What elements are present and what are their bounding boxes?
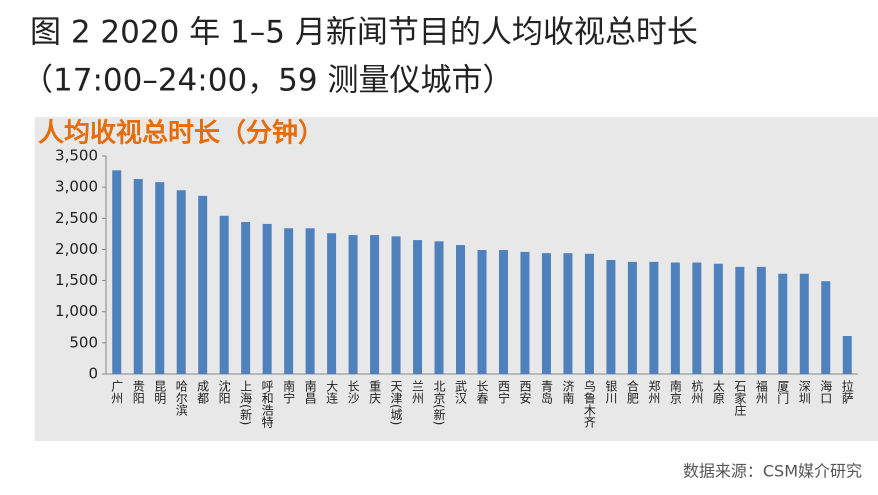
x-tick-label: 呼和浩特 — [260, 380, 274, 428]
bar — [498, 250, 508, 374]
y-tick-label: 2,000 — [55, 240, 98, 258]
x-tick-label: 兰州 — [411, 380, 425, 404]
bar — [477, 250, 487, 374]
x-tick-label: 乌鲁木齐 — [582, 379, 596, 428]
x-tick-label: 合肥 — [625, 379, 639, 404]
bar — [778, 273, 788, 374]
x-tick-label: 西安 — [518, 380, 532, 404]
x-tick-label: 福州 — [754, 379, 768, 404]
x-tick-label: 太原 — [711, 379, 725, 404]
bar — [799, 273, 809, 374]
bar — [606, 260, 616, 374]
bar — [262, 223, 272, 374]
x-tick-label: 成都 — [196, 380, 210, 404]
bar — [584, 253, 594, 374]
y-tick-label: 3,000 — [55, 178, 98, 196]
bar — [370, 235, 380, 374]
x-tick-label: 南宁 — [282, 379, 296, 404]
source: 数据来源：CSM媒介研究 — [683, 462, 862, 481]
x-tick-label: 南京 — [668, 379, 682, 405]
bar — [713, 263, 723, 374]
x-tick-label: 西宁 — [496, 380, 510, 404]
y-tick-label: 0 — [88, 365, 98, 383]
x-tick-label: 北京(新) — [432, 380, 446, 426]
bar — [670, 262, 680, 374]
x-tick-label: 深圳 — [797, 380, 811, 404]
x-tick-label: 济南 — [561, 379, 575, 404]
bar — [692, 262, 702, 374]
x-tick-label: 海口 — [819, 379, 833, 404]
bar — [649, 261, 659, 374]
bar — [284, 228, 294, 374]
y-axis-label: 人均收视总时长（分钟） — [38, 118, 324, 149]
y-tick-label: 500 — [69, 333, 98, 351]
y-tick-label: 2,500 — [55, 209, 98, 227]
bar — [305, 228, 315, 374]
x-tick-label: 沈阳 — [217, 379, 231, 404]
bar — [563, 253, 573, 374]
x-tick-label: 天津(城) — [389, 380, 403, 425]
x-tick-label: 南昌 — [303, 379, 317, 404]
x-tick-label: 石家庄 — [733, 380, 747, 417]
bar — [434, 241, 444, 374]
x-tick-label: 郑州 — [647, 379, 661, 404]
bar — [241, 222, 251, 374]
x-tick-label: 重庆 — [368, 380, 382, 404]
bar — [155, 182, 165, 374]
bar — [842, 336, 852, 374]
bar — [391, 236, 401, 374]
x-tick-label: 拉萨 — [840, 379, 854, 404]
chart-title: 图 2 2020 年 1–5 月新闻节目的人均收视总时长 — [30, 15, 698, 51]
bar — [327, 233, 337, 374]
x-tick-label: 贵阳 — [131, 380, 145, 404]
bar — [219, 215, 229, 374]
x-tick-label: 昆明 — [153, 380, 167, 405]
x-tick-label: 银川 — [604, 380, 618, 404]
x-tick-label: 广州 — [110, 380, 124, 404]
x-tick-label: 上海(新) — [239, 380, 253, 426]
bar — [348, 235, 358, 374]
bar — [112, 170, 122, 374]
x-tick-label: 厦门 — [776, 380, 790, 404]
bar — [413, 240, 423, 374]
bar — [456, 245, 466, 374]
bar — [520, 251, 530, 374]
x-tick-label: 长春 — [475, 380, 489, 405]
bar — [133, 179, 143, 374]
y-tick-label: 1,000 — [55, 302, 98, 320]
y-tick-label: 1,500 — [55, 271, 98, 289]
x-tick-label: 哈尔滨 — [174, 380, 188, 416]
x-tick-label: 杭州 — [690, 379, 704, 404]
bar — [735, 266, 745, 374]
bar — [176, 190, 186, 374]
chart-subtitle: （17:00–24:00，59 测量仪城市） — [22, 63, 513, 99]
x-tick-label: 大连 — [325, 380, 339, 405]
bar — [541, 253, 551, 374]
x-tick-label: 长沙 — [346, 380, 360, 404]
bar — [821, 281, 831, 374]
bar — [627, 261, 637, 374]
bar — [198, 195, 208, 374]
x-tick-label: 武汉 — [454, 380, 468, 404]
bar — [756, 266, 766, 374]
y-tick-label: 3,500 — [55, 147, 98, 165]
x-tick-label: 青岛 — [539, 380, 553, 405]
